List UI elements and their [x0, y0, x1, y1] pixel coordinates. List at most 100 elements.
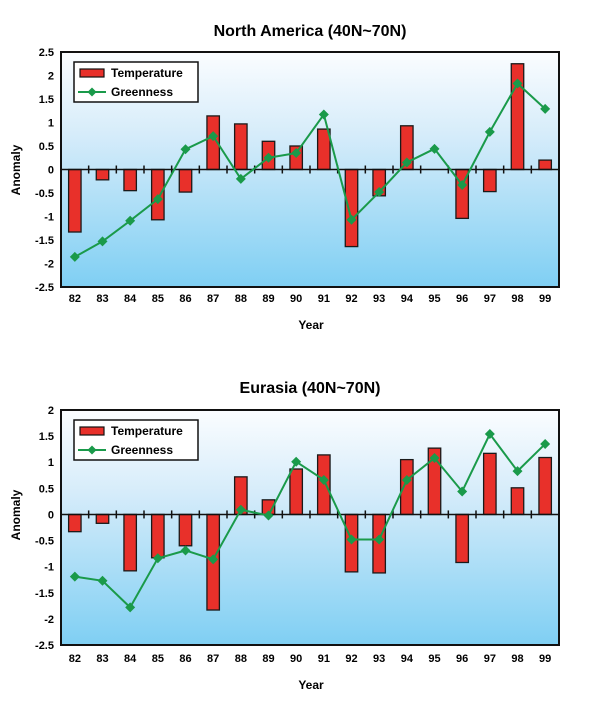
temperature-bar — [67, 168, 82, 233]
x-axis-label: Year — [298, 318, 324, 332]
x-tick-label: 89 — [262, 653, 274, 665]
y-tick-label: -2 — [44, 259, 54, 271]
legend-temperature-swatch — [79, 426, 105, 436]
legend-greenness-label: Greenness — [111, 443, 173, 457]
x-tick-label: 93 — [373, 293, 385, 305]
legend-greenness-marker — [87, 445, 97, 455]
temperature-bar — [178, 513, 193, 547]
x-tick-label: 87 — [207, 293, 219, 305]
temperature-bar — [123, 513, 138, 572]
greenness-point — [540, 438, 551, 449]
x-tick-label: 85 — [152, 653, 164, 665]
y-tick-label: -0.5 — [35, 536, 54, 548]
greenness-point — [374, 187, 385, 198]
x-tick-label: 84 — [124, 653, 137, 665]
x-tick-label: 90 — [290, 653, 302, 665]
temperature-bar — [150, 513, 165, 559]
greenness-point — [180, 144, 191, 155]
x-tick-label: 85 — [152, 293, 164, 305]
y-tick-label: 0.5 — [39, 483, 54, 495]
x-tick-label: 97 — [484, 293, 496, 305]
greenness-point — [235, 504, 246, 515]
temperature-bar — [538, 456, 553, 516]
greenness-point — [235, 173, 246, 184]
greenness-point — [208, 554, 219, 565]
temperature-bar — [95, 513, 110, 524]
chart-title: Eurasia (40N~70N) — [240, 380, 381, 397]
greenness-line — [74, 432, 546, 610]
greenness-point — [152, 194, 163, 205]
greenness-point — [318, 474, 329, 485]
y-tick-label: 2 — [48, 405, 54, 417]
greenness-point — [457, 180, 468, 191]
greenness-line — [74, 81, 546, 258]
y-tick-label: 0 — [48, 509, 54, 521]
x-tick-label: 99 — [539, 293, 551, 305]
greenness-point — [125, 602, 136, 613]
x-tick-label: 97 — [484, 653, 496, 665]
greenness-point — [97, 236, 108, 247]
temperature-bar — [123, 168, 138, 192]
temperature-bar — [316, 128, 331, 171]
temperature-bar — [67, 513, 82, 533]
x-tick-label: 82 — [69, 653, 81, 665]
temperature-bar — [233, 123, 248, 171]
greenness-point — [484, 126, 495, 137]
y-tick-label: 1 — [48, 118, 54, 130]
greenness-point — [512, 78, 523, 89]
chart-eurasia: Eurasia (40N~70N) Anomaly Year 2 1.5 1 0.5 0… — [9, 380, 560, 692]
x-axis-label: Year — [298, 678, 324, 692]
x-tick-label: 86 — [179, 293, 191, 305]
y-axis-label: Anomaly — [9, 144, 23, 195]
greenness-point — [69, 251, 80, 262]
greenness-point — [69, 571, 80, 582]
legend-temperature-label: Temperature — [111, 66, 183, 80]
x-tick-label: 94 — [401, 653, 414, 665]
y-tick-label: 1.5 — [39, 431, 54, 443]
x-tick-label: 96 — [456, 293, 468, 305]
y-tick-label: 0 — [48, 165, 54, 177]
chart-title: North America (40N~70N) — [214, 23, 407, 40]
greenness-point — [484, 429, 495, 440]
greenness-point — [540, 103, 551, 114]
chart-north-america: North America (40N~70N) Anomaly Year 2.5… — [9, 23, 560, 332]
greenness-point — [291, 148, 302, 159]
legend: Temperature Greenness — [73, 419, 199, 461]
x-tick-label: 90 — [290, 293, 302, 305]
legend-temperature-swatch — [79, 68, 105, 78]
x-tick-label: 88 — [235, 293, 247, 305]
greenness-point — [429, 453, 440, 464]
temperature-bar — [95, 168, 110, 181]
x-tick-label: 98 — [511, 293, 523, 305]
greenness-point — [457, 486, 468, 497]
y-tick-label: -1 — [44, 212, 54, 224]
x-tick-label: 83 — [96, 653, 108, 665]
x-tick-label: 92 — [345, 653, 357, 665]
y-tick-label: -0.5 — [35, 188, 54, 200]
temperature-bar — [344, 168, 359, 248]
x-tick-label: 92 — [345, 293, 357, 305]
x-tick-label: 89 — [262, 293, 274, 305]
greenness-point — [180, 545, 191, 556]
greenness-point — [512, 466, 523, 477]
x-tick-label: 86 — [179, 653, 191, 665]
y-tick-label: -1.5 — [35, 588, 54, 600]
plot-frame — [60, 409, 560, 646]
greenness-point — [152, 553, 163, 564]
x-tick-label: 93 — [373, 653, 385, 665]
greenness-point — [263, 510, 274, 521]
y-tick-label: -1 — [44, 562, 54, 574]
temperature-bar — [178, 168, 193, 193]
x-tick-label: 88 — [235, 653, 247, 665]
temperature-bar — [538, 159, 553, 171]
greenness-point — [429, 143, 440, 154]
greenness-point — [401, 157, 412, 168]
y-axis-label: Anomaly — [9, 489, 23, 540]
y-tick-label: 2.5 — [39, 47, 54, 59]
x-tick-label: 95 — [428, 293, 440, 305]
y-tick-label: 1.5 — [39, 94, 54, 106]
greenness-point — [318, 109, 329, 120]
x-tick-label: 94 — [401, 293, 414, 305]
x-tick-label: 95 — [428, 653, 440, 665]
